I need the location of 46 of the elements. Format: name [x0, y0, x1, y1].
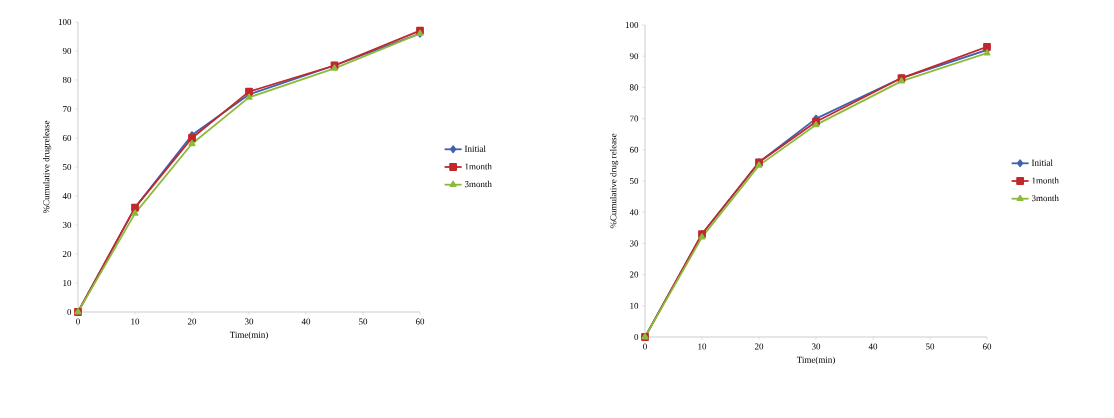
y-tick-label: 40: [62, 192, 72, 200]
x-tick-label: 40: [301, 318, 311, 325]
x-tick-label: 60: [415, 318, 425, 325]
y-tick-label: 10: [630, 302, 639, 309]
x-axis-title: Time(min): [796, 356, 835, 365]
legend-label: 3month: [464, 180, 492, 188]
x-tick-label: 0: [76, 318, 80, 325]
y-tick-label: 100: [625, 21, 639, 29]
x-tick-label: 10: [131, 318, 140, 325]
y-tick-label: 80: [629, 84, 639, 91]
y-tick-label: 90: [629, 53, 639, 60]
y-tick-label: 90: [62, 47, 72, 55]
x-tick-label: 40: [868, 343, 878, 350]
y-tick-label: 50: [630, 177, 639, 185]
legend-label: 3month: [1031, 194, 1059, 202]
legend-label: 1month: [465, 163, 492, 170]
x-tick-label: 10: [698, 343, 707, 350]
y-tick-label: 20: [629, 271, 639, 278]
x-tick-label: 30: [244, 318, 254, 325]
x-tick-label: 60: [982, 343, 992, 350]
x-tick-label: 20: [187, 318, 197, 325]
y-tick-label: 40: [629, 209, 639, 216]
y-tick-label: 10: [63, 279, 72, 287]
y-tick-label: 70: [630, 115, 639, 122]
y-tick-label: 30: [62, 221, 72, 229]
x-tick-label: 20: [754, 343, 764, 350]
y-tick-label: 50: [63, 163, 72, 171]
y-tick-label: 70: [63, 105, 72, 113]
y-tick-label: 80: [62, 76, 72, 84]
x-tick-label: 30: [811, 343, 821, 350]
x-tick-label: 50: [926, 343, 935, 350]
y-axis-title: %Cumulative drugrelease: [43, 120, 52, 214]
x-axis-title: Time(min): [229, 331, 268, 340]
x-tick-label: 50: [359, 318, 368, 325]
y-tick-label: 60: [629, 146, 639, 153]
y-tick-label: 60: [62, 134, 72, 142]
x-tick-label: 0: [643, 343, 647, 350]
y-axis-title: %Cumulative drug release: [610, 133, 619, 229]
y-tick-label: 20: [62, 250, 72, 258]
y-tick-label: 30: [629, 240, 639, 247]
legend-label: 1month: [1032, 177, 1059, 184]
y-tick-label: 0: [67, 308, 72, 316]
y-tick-label: 100: [58, 18, 72, 26]
y-tick-label: 0: [634, 333, 639, 341]
legend-label: Initial: [464, 145, 486, 152]
legend-label: Initial: [1031, 159, 1053, 166]
